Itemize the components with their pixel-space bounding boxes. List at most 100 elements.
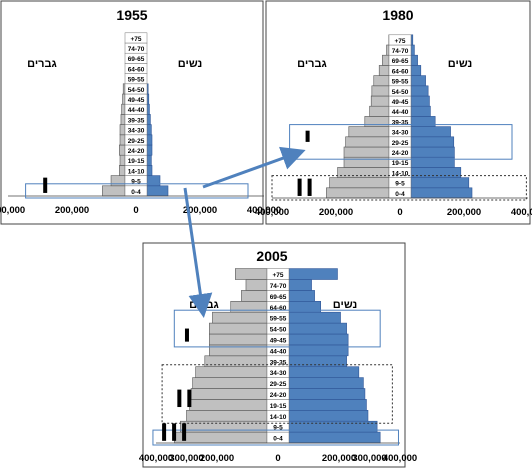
bar-men-74-70: [386, 44, 390, 56]
age-label-49-45: 49-45: [270, 338, 287, 345]
age-label-14-10: 14-10: [270, 414, 287, 421]
bar-women-19-15: [288, 399, 367, 411]
bar-women-69-65: [410, 54, 418, 66]
chart-title-1980: 1980: [382, 7, 413, 23]
age-label-29-25: 29-25: [392, 140, 409, 147]
age-label-59-55: 59-55: [270, 316, 287, 323]
age-label-44-40: 44-40: [128, 107, 145, 114]
age-label-14-10: 14-10: [128, 168, 145, 175]
bar-men-54-50: [371, 85, 390, 97]
label-women: נשים: [178, 58, 202, 70]
bar-men-29-25: [345, 136, 390, 148]
age-label-0-4: 0-4: [131, 189, 141, 196]
bar-men-74-70: [245, 279, 268, 291]
bar-men-19-15: [189, 399, 268, 411]
arrow-1955-to-1980: [202, 146, 306, 189]
bar-men-14-10: [119, 165, 126, 176]
bar-women-39-35: [288, 355, 347, 367]
bar-men-69-65: [241, 290, 268, 302]
x-tick-label: 200,000: [319, 207, 353, 218]
age-label-34-30: 34-30: [128, 128, 145, 135]
bar-women-49-45: [146, 93, 150, 105]
x-tick-label: 200,000: [322, 453, 356, 464]
bar-men-14-10: [186, 409, 268, 422]
age-label-59-55: 59-55: [392, 79, 409, 86]
bar-men-59-55: [373, 75, 390, 87]
age-label-+75: +75: [272, 272, 283, 279]
bar-men-29-25: [192, 377, 268, 389]
age-label-69-65: 69-65: [270, 294, 287, 301]
age-label-29-25: 29-25: [128, 138, 145, 145]
age-cell: [388, 34, 412, 46]
bar-women-+75: [288, 268, 338, 280]
cohort-marker: [182, 423, 187, 441]
age-label-9-5: 9-5: [395, 181, 405, 188]
bar-women-14-10: [146, 165, 153, 176]
bar-men-54-50: [209, 322, 268, 335]
chart-title-2005: 2005: [256, 248, 287, 264]
bar-women-74-70: [410, 44, 415, 56]
bar-men-34-30: [348, 126, 390, 138]
age-label-74-70: 74-70: [128, 46, 145, 53]
cohort-marker: [43, 177, 48, 193]
age-cell: [124, 32, 148, 44]
bar-women-34-30: [410, 126, 451, 138]
age-label-0-4: 0-4: [273, 436, 283, 443]
bar-women-34-30: [288, 366, 360, 378]
label-men: גברים: [297, 58, 327, 70]
age-label-54-50: 54-50: [128, 87, 145, 94]
x-tick-label: 0: [275, 453, 280, 464]
x-tick-label: 400,000: [247, 205, 281, 216]
x-tick-label: 0: [397, 207, 402, 218]
x-tick-label: 400,000: [255, 207, 289, 218]
age-label-29-25: 29-25: [270, 381, 287, 388]
pyramid-1980: 1980 גברים נשים 0-4 9-5 14-10 19-15 24-20 29-25 3…: [255, 7, 532, 218]
bar-women-34-30: [146, 124, 152, 136]
age-label-9-5: 9-5: [131, 179, 141, 186]
bar-men-64-60: [378, 65, 390, 76]
bar-men-0-4: [174, 431, 268, 444]
bar-men-0-4: [326, 187, 390, 199]
age-label-59-55: 59-55: [128, 77, 145, 84]
age-label-19-15: 19-15: [128, 158, 145, 165]
x-tick-label: 0: [133, 205, 138, 216]
age-label-44-40: 44-40: [392, 109, 409, 116]
bar-men-49-45: [370, 95, 390, 107]
x-tick-label: 300,000: [352, 453, 386, 464]
bar-women-+75: [410, 34, 414, 46]
bar-women-54-50: [410, 85, 429, 97]
highlight-box: [152, 429, 399, 446]
age-label-74-70: 74-70: [392, 48, 409, 55]
cohort-marker: [297, 178, 302, 196]
age-label-19-15: 19-15: [270, 403, 287, 410]
bar-men-44-40: [369, 105, 390, 117]
bar-men-44-40: [121, 103, 126, 115]
bar-women-49-45: [288, 333, 349, 346]
bar-women-29-25: [146, 134, 153, 146]
bar-women-54-50: [288, 322, 347, 335]
x-tick-label: 400,000: [511, 207, 532, 218]
bar-women-39-35: [146, 114, 151, 125]
bar-women-59-55: [288, 311, 341, 324]
age-label-54-50: 54-50: [270, 327, 287, 334]
bar-men-54-50: [122, 83, 126, 95]
age-label-39-35: 39-35: [128, 117, 145, 124]
bar-men-49-45: [209, 333, 268, 346]
arrow-1955-to-2005: [183, 187, 213, 318]
age-label-64-60: 64-60: [392, 68, 409, 75]
highlight-box: [271, 175, 527, 201]
x-tick-label: 200,000: [55, 205, 89, 216]
bar-men-69-65: [382, 54, 390, 66]
cohort-marker: [172, 423, 177, 441]
bar-women-24-20: [146, 144, 153, 156]
bar-men-39-35: [120, 114, 126, 125]
bar-women-49-45: [410, 95, 430, 107]
age-label-9-5: 9-5: [273, 425, 283, 432]
bar-women-59-55: [410, 75, 426, 87]
cohort-marker: [162, 423, 167, 441]
x-tick-label: 300,000: [169, 453, 203, 464]
age-label-+75: +75: [394, 38, 405, 45]
x-tick-label: 200,000: [447, 207, 481, 218]
bar-women-44-40: [146, 103, 150, 115]
age-label-64-60: 64-60: [128, 66, 145, 73]
